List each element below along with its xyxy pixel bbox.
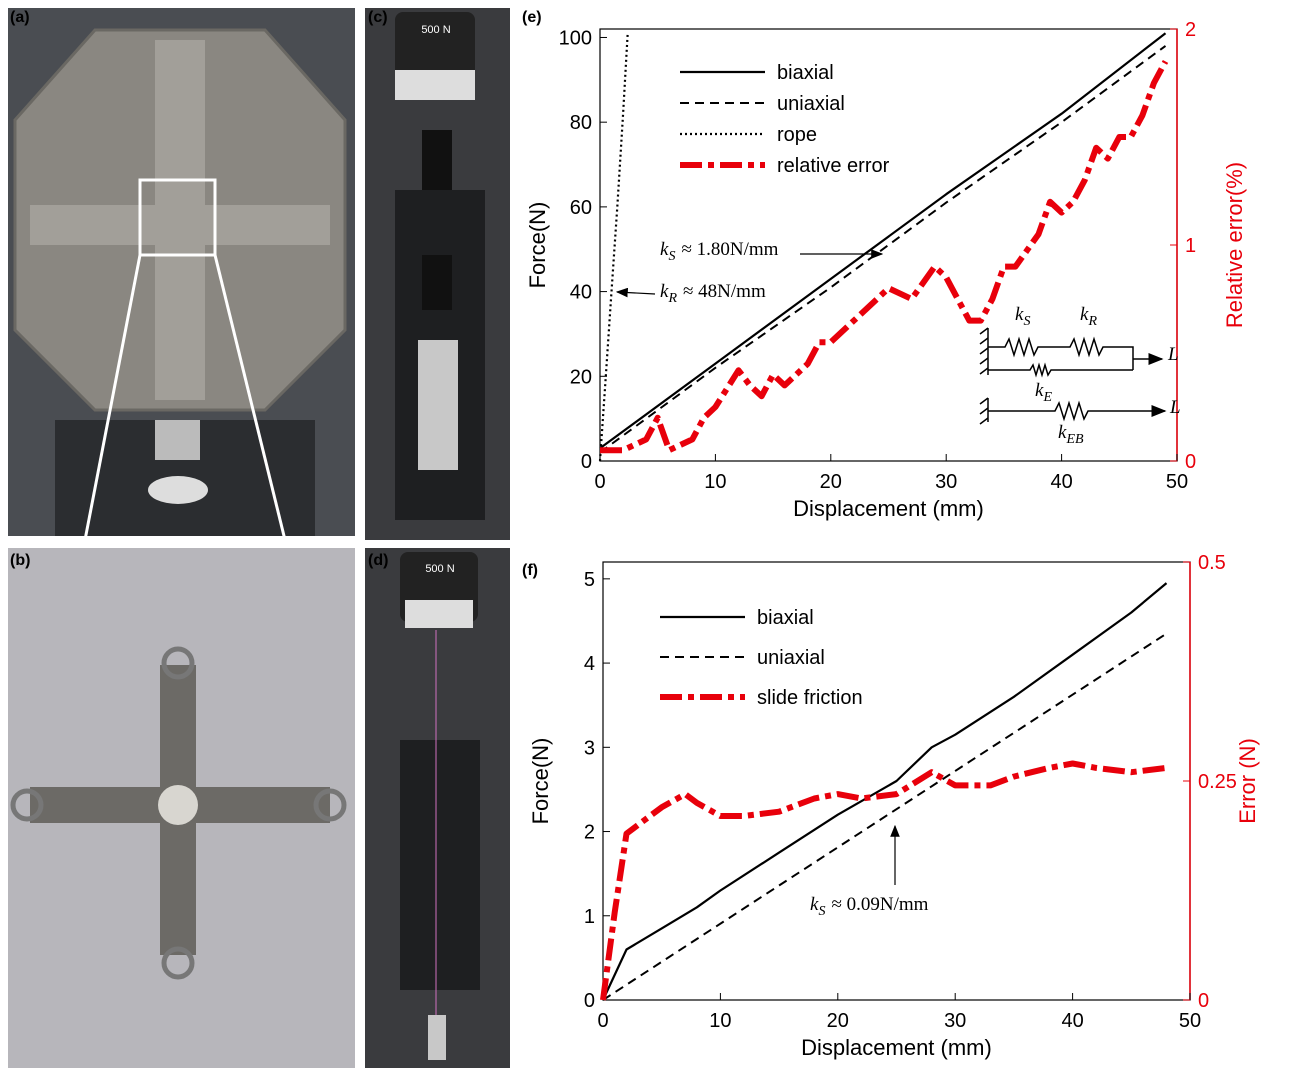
legend-label: biaxial (777, 62, 834, 84)
annotation: kR≈ 48N/mm (660, 281, 766, 306)
annotation-arrow (617, 292, 655, 294)
x-tick-label: 40 (1050, 471, 1072, 493)
annotation-subscript: S (818, 904, 825, 919)
y-axis-label: Force(N) (525, 202, 550, 289)
y2-tick-label: 0 (1185, 451, 1196, 473)
x-tick-label: 50 (1166, 471, 1188, 493)
photo-b (8, 548, 355, 1068)
annotation-text: ≈ 1.80N/mm (681, 239, 778, 260)
y-tick-label: 20 (570, 366, 592, 388)
annotation-text: ≈ 0.09N/mm (831, 894, 928, 915)
x-tick-label: 10 (709, 1010, 731, 1032)
x-tick-label: 20 (827, 1010, 849, 1032)
panel-label: (e) (522, 9, 542, 26)
annotation: kS≈ 1.80N/mm (660, 239, 779, 264)
y-tick-label: 0 (581, 451, 592, 473)
photo-text: 500 N (421, 24, 450, 36)
annotation-subscript: S (1023, 314, 1030, 329)
y-tick-label: 80 (570, 112, 592, 134)
y2-tick-label: 0 (1198, 990, 1209, 1012)
panel-label: (c) (368, 9, 388, 26)
y2-axis-label: Relative error(%) (1222, 162, 1247, 328)
annotation: kS≈ 0.09N/mm (810, 894, 929, 919)
y-tick-label: 1 (584, 906, 595, 928)
x-tick-label: 50 (1179, 1010, 1201, 1032)
photo-a (8, 8, 355, 540)
annotation: kE (1035, 380, 1052, 405)
annotation-subscript: S (668, 249, 675, 264)
legend-label: biaxial (757, 607, 814, 629)
annotation-subscript: E (1042, 390, 1052, 405)
annotation-subscript: EB (1065, 432, 1084, 447)
legend-label: uniaxial (757, 647, 825, 669)
photo-c: 500 N (365, 8, 510, 540)
legend-label: slide friction (757, 687, 863, 709)
x-axis-label: Displacement (mm) (793, 496, 984, 521)
panel-label: (b) (10, 552, 30, 569)
y-tick-label: 4 (584, 653, 595, 675)
photo-d: 500 N (365, 548, 510, 1068)
annotation: L (1167, 344, 1179, 365)
y-tick-label: 100 (559, 27, 592, 49)
spring-diagram (980, 328, 1165, 424)
panel-label: (f) (522, 562, 538, 579)
y-tick-label: 60 (570, 197, 592, 219)
y2-tick-label: 2 (1185, 19, 1196, 41)
y-axis-label: Force(N) (528, 738, 553, 825)
annotation-symbol: L (1167, 344, 1179, 365)
series-line (603, 634, 1167, 1000)
y2-tick-label: 0.25 (1198, 771, 1237, 793)
x-tick-label: 30 (935, 471, 957, 493)
annotation: kR (1080, 304, 1097, 329)
series-line (603, 764, 1167, 1001)
annotation: kEB (1058, 422, 1084, 447)
figure: 500 N 500 N (a) (b) (c) (d) (e) (f) 0102… (0, 0, 1291, 1075)
y2-axis-label: Error (N) (1235, 738, 1260, 824)
legend-label: relative error (777, 155, 890, 177)
y-tick-label: 40 (570, 282, 592, 304)
x-tick-label: 0 (597, 1010, 608, 1032)
x-axis-label: Displacement (mm) (801, 1035, 992, 1060)
x-tick-label: 20 (820, 471, 842, 493)
series-line (603, 583, 1167, 1000)
panel-label: (d) (368, 552, 388, 569)
x-tick-label: 10 (704, 471, 726, 493)
annotation-text: ≈ 48N/mm (683, 281, 766, 302)
legend-label: uniaxial (777, 93, 845, 115)
x-tick-label: 0 (594, 471, 605, 493)
page: 500 N 500 N (a) (b) (c) (d) (e) (f) 0102… (0, 0, 1291, 1080)
annotation: L (1169, 397, 1181, 418)
annotation-subscript: R (667, 291, 677, 306)
y-tick-label: 3 (584, 737, 595, 759)
y2-tick-label: 0.5 (1198, 552, 1226, 574)
annotation-subscript: R (1087, 314, 1097, 329)
annotation: kS (1015, 304, 1030, 329)
x-tick-label: 40 (1061, 1010, 1083, 1032)
y-tick-label: 0 (584, 990, 595, 1012)
series-line (600, 33, 628, 461)
y2-tick-label: 1 (1185, 235, 1196, 257)
panel-label: (a) (10, 9, 30, 26)
x-tick-label: 30 (944, 1010, 966, 1032)
photo-text: 500 N (425, 563, 454, 575)
legend-label: rope (777, 124, 817, 146)
y-tick-label: 5 (584, 569, 595, 591)
annotation-symbol: L (1169, 397, 1181, 418)
y-tick-label: 2 (584, 822, 595, 844)
